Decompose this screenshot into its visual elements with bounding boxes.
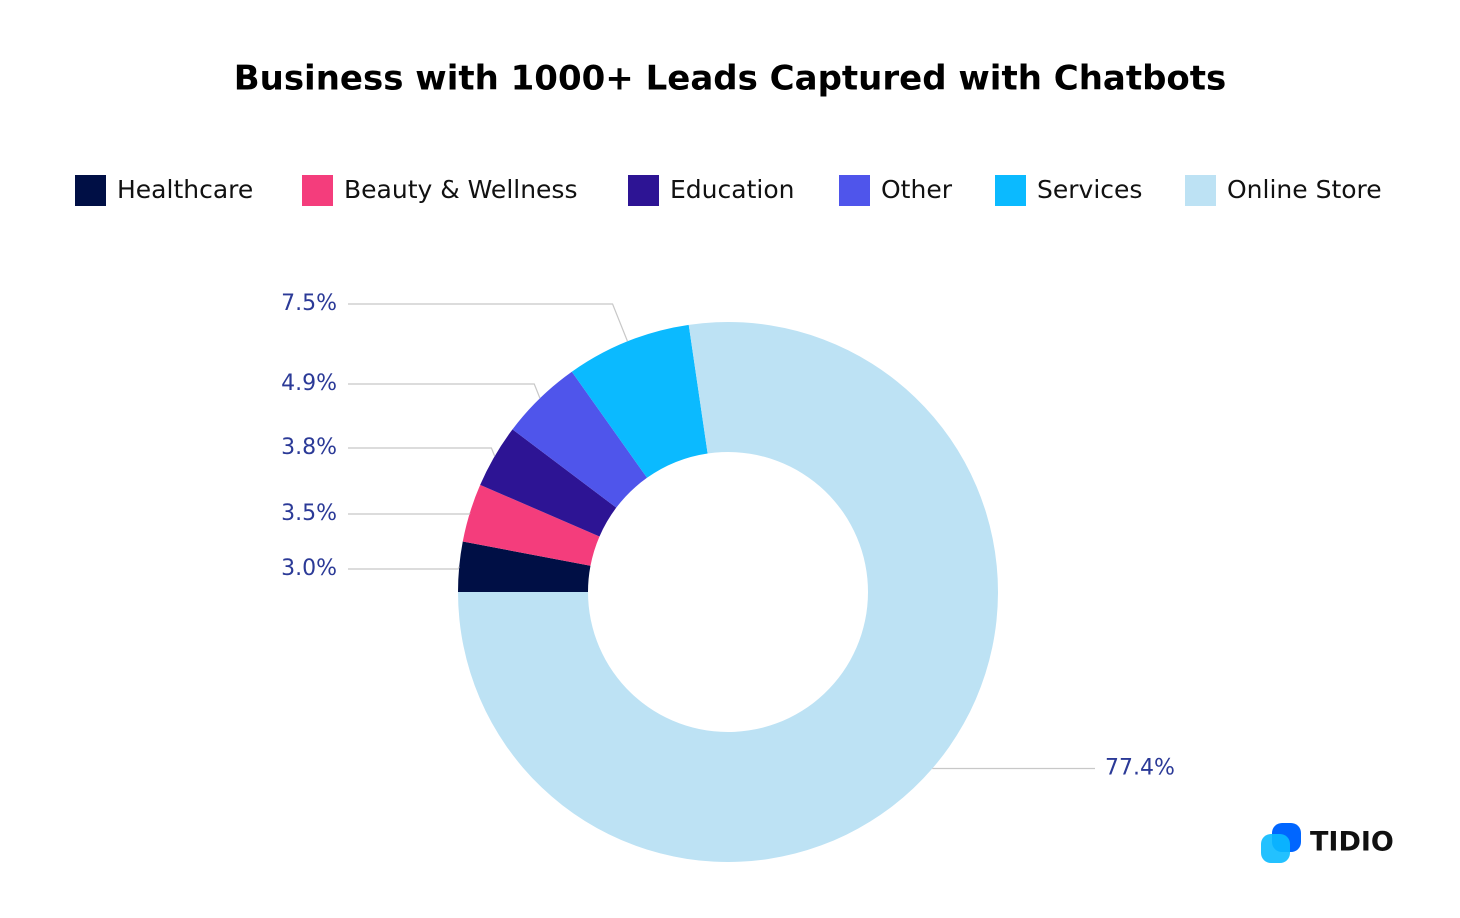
legend-label: Services (1037, 175, 1142, 204)
leader-line (348, 566, 460, 570)
value-label: 7.5% (281, 291, 337, 316)
legend-swatch (302, 175, 333, 206)
legend-swatch (1185, 175, 1216, 206)
chart-title: Business with 1000+ Leads Captured with … (234, 59, 1227, 99)
logo-shape (1261, 834, 1290, 863)
legend-swatch (839, 175, 870, 206)
legend-swatch (628, 175, 659, 206)
legend-label: Online Store (1227, 175, 1382, 204)
legend-label: Other (881, 175, 953, 204)
leader-line (348, 383, 541, 399)
donut-segment (571, 324, 708, 478)
logo-text: TIDIO (1310, 827, 1394, 858)
value-label: 3.0% (281, 556, 337, 581)
value-label: 3.8% (281, 435, 337, 460)
donut-segment (512, 371, 648, 508)
legend-label: Beauty & Wellness (344, 175, 577, 204)
leader-line (348, 512, 471, 515)
legend-label: Education (670, 175, 794, 204)
value-label: 3.5% (281, 501, 337, 526)
logo-icon (1261, 823, 1301, 863)
donut-segment (462, 484, 600, 566)
donut-segment (480, 429, 617, 537)
value-label: 4.9% (281, 371, 337, 396)
legend-swatch (75, 175, 106, 206)
leader-line (348, 447, 496, 457)
legend-swatch (995, 175, 1026, 206)
donut-segment (458, 541, 591, 592)
leader-line (348, 303, 629, 342)
donut-segment (458, 322, 998, 862)
legend-label: Healthcare (117, 175, 253, 204)
value-label: 77.4% (1105, 755, 1175, 780)
